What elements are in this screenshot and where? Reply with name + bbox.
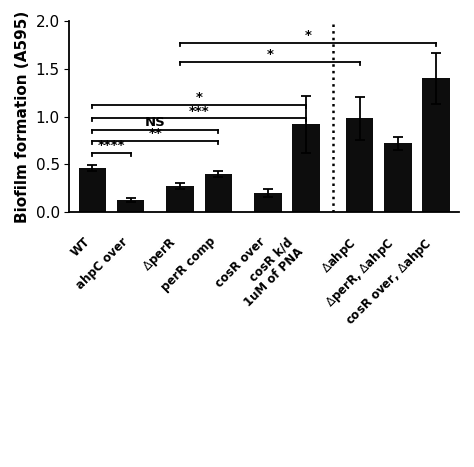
Text: ***: *** — [189, 105, 210, 118]
Bar — [254, 193, 282, 212]
Text: *: * — [305, 29, 311, 42]
Text: *: * — [266, 48, 273, 61]
Text: WT: WT — [68, 235, 92, 259]
Text: perR comp: perR comp — [159, 235, 219, 295]
Text: cosR over: cosR over — [213, 235, 268, 290]
Text: NS: NS — [145, 116, 166, 129]
Bar — [166, 186, 194, 212]
Text: cosR over, $\Delta$ahpC: cosR over, $\Delta$ahpC — [342, 235, 436, 329]
Bar — [79, 168, 106, 212]
Bar — [346, 119, 374, 212]
Y-axis label: Biofilm formation (A595): Biofilm formation (A595) — [15, 10, 30, 223]
Text: *: * — [196, 91, 203, 104]
Text: $\Delta$ahpC: $\Delta$ahpC — [318, 235, 360, 277]
Text: **: ** — [148, 127, 162, 141]
Bar — [205, 174, 232, 212]
Bar — [117, 200, 144, 212]
Bar — [384, 143, 411, 212]
Text: ****: **** — [98, 139, 125, 152]
Text: cosR k/d
1uM of PNA: cosR k/d 1uM of PNA — [232, 235, 306, 310]
Text: $\Delta$perR: $\Delta$perR — [140, 235, 180, 276]
Bar — [422, 78, 450, 212]
Text: ahpC over: ahpC over — [74, 235, 130, 292]
Bar — [292, 124, 320, 212]
Text: $\Delta$perR, $\Delta$ahpC: $\Delta$perR, $\Delta$ahpC — [322, 235, 398, 311]
